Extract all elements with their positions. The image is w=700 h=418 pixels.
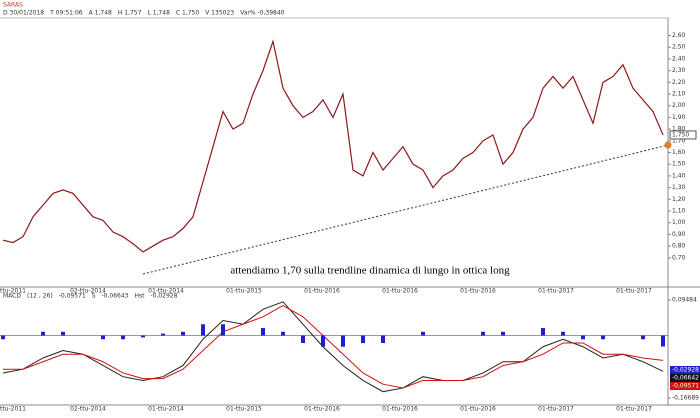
macd-line bbox=[2, 301, 664, 393]
x-label: 01-ttu-2016 bbox=[382, 288, 418, 295]
x-label: 01-ttu-2015 bbox=[226, 288, 262, 295]
hist-bar bbox=[221, 324, 225, 336]
x-label: 01-ttu-2016 bbox=[382, 406, 418, 413]
y-tick-label: 2,50 bbox=[672, 44, 686, 51]
x-label: 01-ttu-2016 bbox=[304, 288, 340, 295]
y-tick-label: 1,30 bbox=[672, 184, 686, 191]
macd-header: -0,02928 bbox=[150, 293, 177, 300]
y-tick-label: 1,60 bbox=[672, 149, 686, 156]
end-label: -0,06642 bbox=[672, 375, 699, 382]
x-label: 01-ttu-2014 bbox=[148, 288, 184, 295]
last-box bbox=[669, 130, 697, 140]
hist-bar bbox=[641, 335, 645, 340]
y-tick-label: 2,20 bbox=[672, 79, 686, 86]
info-item: C 1,750 bbox=[176, 10, 199, 17]
end-box bbox=[670, 374, 700, 382]
x-label: 01-ttu-2016 bbox=[304, 406, 340, 413]
hist-bar bbox=[321, 335, 325, 347]
hist-bar bbox=[501, 331, 505, 336]
hist-bar bbox=[41, 331, 45, 336]
x-label: 01-ttu-2015 bbox=[226, 406, 262, 413]
macd-line bbox=[3, 304, 664, 389]
x-label: 0-ttu-2011 bbox=[0, 288, 26, 295]
hist-bar bbox=[541, 328, 545, 336]
hist-bar bbox=[581, 335, 585, 340]
x-label: 01-ttu-2017 bbox=[616, 406, 652, 413]
y-tick-label: 1,50 bbox=[672, 161, 686, 168]
y-tick-label: 0,80 bbox=[672, 243, 686, 250]
hist-bar bbox=[121, 335, 125, 340]
hist-bar bbox=[601, 335, 605, 340]
y-tick-label: 0,09484 bbox=[672, 297, 697, 304]
macd-header: Hst bbox=[134, 293, 145, 300]
hist-bar bbox=[281, 331, 285, 336]
y-tick-label: 1,00 bbox=[672, 219, 686, 226]
info-item: H 1,757 bbox=[118, 10, 142, 17]
info-item: L 1,748 bbox=[147, 10, 170, 17]
hist-bar bbox=[181, 331, 185, 336]
x-label: 0-ttu-2011 bbox=[0, 406, 26, 413]
info-item: Var% -0,39840 bbox=[240, 10, 285, 17]
symbol: SARAS bbox=[3, 2, 23, 9]
price-line bbox=[2, 39, 664, 253]
hist-bar bbox=[561, 331, 565, 336]
y-tick-label: 2,00 bbox=[672, 102, 686, 109]
y-tick-label: 1,90 bbox=[672, 114, 686, 121]
end-box bbox=[670, 366, 700, 374]
hist-bar bbox=[141, 335, 145, 338]
x-label: 01-ttu-2016 bbox=[460, 288, 496, 295]
hist-bar bbox=[661, 335, 665, 347]
x-label: 01-ttu-2017 bbox=[538, 288, 574, 295]
macd-header: MACD bbox=[3, 293, 21, 300]
hist-bar bbox=[301, 335, 305, 343]
x-label: 01-ttu-2017 bbox=[538, 406, 574, 413]
x-label: 01-ttu-2016 bbox=[460, 406, 496, 413]
hist-bar bbox=[261, 328, 265, 336]
y-tick-label: 1,10 bbox=[672, 207, 686, 214]
trend-point bbox=[664, 141, 672, 149]
hist-bar bbox=[421, 331, 425, 336]
end-label: -0,02928 bbox=[672, 367, 699, 374]
info-item: V 135023 bbox=[205, 10, 234, 17]
y-tick-label: 2,40 bbox=[672, 55, 686, 62]
macd-header: -0,09571 bbox=[59, 293, 86, 300]
hist-bar bbox=[161, 333, 165, 336]
info-item: A 1,748 bbox=[89, 10, 112, 17]
y-tick-label: 1,70 bbox=[672, 137, 686, 144]
y-tick-label: 2,10 bbox=[672, 91, 686, 98]
x-label: 01-ttu-2014 bbox=[148, 406, 184, 413]
macd-header: S bbox=[92, 293, 96, 300]
info-item: T 09:51:06 bbox=[49, 10, 83, 17]
y-tick-label: 2,30 bbox=[672, 67, 686, 74]
y-tick-label: 1,80 bbox=[672, 126, 686, 133]
hist-bar bbox=[61, 331, 65, 336]
annotation: attendiamo 1,70 sulla trendline dinamica… bbox=[230, 265, 510, 277]
y-tick-label: 0,90 bbox=[672, 231, 686, 238]
info-item: D 30/01/2018 bbox=[3, 10, 44, 17]
x-label: 02-ttu-2014 bbox=[70, 406, 106, 413]
y-tick-label: 0,70 bbox=[672, 254, 686, 261]
end-box bbox=[670, 382, 700, 390]
hist-bar bbox=[381, 335, 385, 343]
hist-bar bbox=[481, 331, 485, 336]
end-label: -0,09571 bbox=[672, 383, 699, 390]
hist-bar bbox=[341, 335, 345, 347]
x-label: 02-ttu-2014 bbox=[70, 288, 106, 295]
hist-bar bbox=[361, 335, 365, 343]
hist-bar bbox=[201, 324, 205, 336]
hist-bar bbox=[101, 335, 105, 340]
y-tick-label: 1,40 bbox=[672, 172, 686, 179]
y-tick-label: 1,20 bbox=[672, 196, 686, 203]
hist-bar bbox=[1, 335, 5, 340]
y-tick-label: -0,16689 bbox=[672, 395, 699, 402]
y-tick-label: 2,60 bbox=[672, 32, 686, 39]
macd-header: -0,06643 bbox=[101, 293, 128, 300]
x-label: 01-ttu-2017 bbox=[616, 288, 652, 295]
last-label: 1,750 bbox=[672, 131, 689, 138]
macd-header: (12 , 26) bbox=[27, 293, 53, 300]
